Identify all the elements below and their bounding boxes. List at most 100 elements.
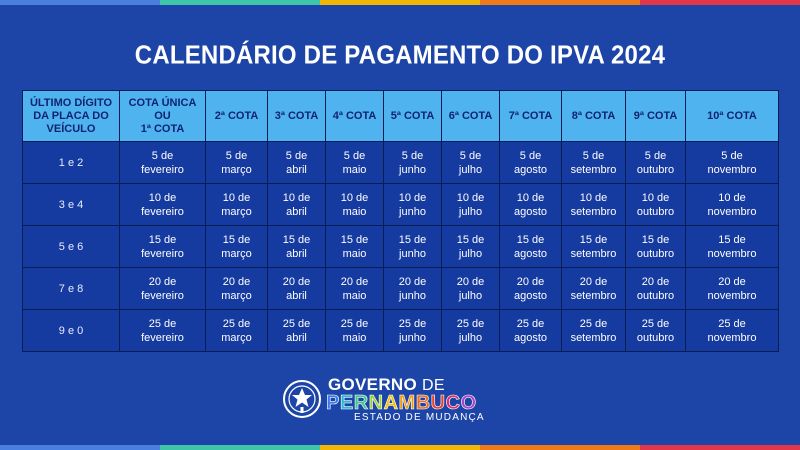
due-date-cell: 25 de outubro — [625, 309, 686, 352]
logo-letter: M — [398, 392, 416, 415]
due-date-text: abril — [286, 205, 307, 218]
table-header-row: ÚLTIMO DÍGITO DA PLACA DO VEÍCULO COTA ÚNIC… — [22, 90, 779, 142]
due-date-cell: 20 de agosto — [499, 267, 562, 310]
due-date-text: junho — [399, 289, 426, 302]
due-date-text: agosto — [513, 205, 548, 218]
header-plate-digit: ÚLTIMO DÍGITO DA PLACA DO VEÍCULO — [22, 90, 120, 142]
due-date-text: fevereiro — [141, 331, 184, 344]
due-date-cell: 20 de setembro — [561, 267, 626, 310]
due-date-text: 10 de — [340, 191, 369, 204]
header-text-line: 6ª COTA — [448, 109, 493, 122]
header-text-line: 1ª COTA — [140, 122, 185, 135]
due-date-text: 20 de — [340, 275, 369, 288]
logo-letter: A — [383, 392, 399, 415]
header-cota-4: 4ª COTA — [325, 90, 384, 142]
due-date-text: outubro — [636, 163, 675, 176]
due-date-cell: 25 de junho — [383, 309, 442, 352]
due-date-cell: 15 de outubro — [625, 225, 686, 268]
due-date-text: outubro — [636, 247, 675, 260]
due-date-cell: 15 de abril — [267, 225, 326, 268]
due-date-text: julho — [458, 289, 483, 302]
due-date-text: novembro — [707, 163, 757, 176]
due-date-text: 25 de — [340, 317, 369, 330]
governo-pernambuco-logo: GOVERNO DE PERNAMBUCO ESTADO DE MUDANÇA — [282, 375, 522, 425]
due-date-text: abril — [286, 331, 307, 344]
stripe-segment — [320, 445, 480, 450]
due-date-text: 20 de — [148, 275, 177, 288]
due-date-text: março — [221, 247, 252, 260]
header-cota-6: 6ª COTA — [441, 90, 500, 142]
due-date-cell: 20 de julho — [441, 267, 500, 310]
due-date-cell: 10 de março — [205, 183, 268, 226]
due-date-cell: 5 de setembro — [561, 141, 626, 184]
due-date-cell: 5 de julho — [441, 141, 500, 184]
due-date-cell: 10 de julho — [441, 183, 500, 226]
due-date-text: novembro — [707, 205, 757, 218]
due-date-cell: 10 de novembro — [685, 183, 779, 226]
logo-governo-text: GOVERNO DE — [328, 375, 445, 395]
stripe-segment — [480, 0, 640, 5]
due-date-text: julho — [458, 163, 483, 176]
due-date-text: 5 de — [151, 149, 174, 162]
due-date-cell: 25 de novembro — [685, 309, 779, 352]
due-date-text: 25 de — [148, 317, 177, 330]
due-date-cell: 15 de maio — [325, 225, 384, 268]
due-date-cell: 25 de março — [205, 309, 268, 352]
due-date-text: junho — [399, 247, 426, 260]
due-date-text: 10 de — [516, 191, 545, 204]
stripe-segment — [320, 0, 480, 5]
due-date-text: agosto — [513, 163, 548, 176]
due-date-text: 25 de — [516, 317, 545, 330]
top-color-stripe — [0, 0, 800, 5]
due-date-cell: 25 de maio — [325, 309, 384, 352]
due-date-cell: 5 de abril — [267, 141, 326, 184]
due-date-text: 10 de — [641, 191, 670, 204]
due-date-text: 15 de — [456, 233, 485, 246]
due-date-cell: 10 de outubro — [625, 183, 686, 226]
due-date-text: novembro — [707, 331, 757, 344]
table-row: 7 e 8 20 de fevereiro 20 de março 20 de abril 2… — [22, 267, 779, 310]
payment-calendar-table: ÚLTIMO DÍGITO DA PLACA DO VEÍCULO COTA ÚNIC… — [22, 90, 779, 352]
header-text-line: OU — [154, 109, 171, 122]
due-date-text: setembro — [570, 289, 617, 302]
due-date-cell: 15 de junho — [383, 225, 442, 268]
due-date-cell: 25 de agosto — [499, 309, 562, 352]
due-date-text: fevereiro — [141, 205, 184, 218]
due-date-cell: 20 de fevereiro — [119, 267, 206, 310]
due-date-text: 20 de — [456, 275, 485, 288]
due-date-cell: 5 de março — [205, 141, 268, 184]
due-date-text: 20 de — [718, 275, 746, 288]
header-text-line: 2ª COTA — [214, 109, 259, 122]
due-date-text: 10 de — [222, 191, 251, 204]
due-date-cell: 15 de setembro — [561, 225, 626, 268]
logo-de: DE — [422, 377, 445, 394]
header-text-line: 4ª COTA — [332, 109, 377, 122]
due-date-text: 20 de — [222, 275, 251, 288]
due-date-cell: 15 de novembro — [685, 225, 779, 268]
due-date-cell: 10 de maio — [325, 183, 384, 226]
due-date-text: junho — [399, 205, 426, 218]
header-text-line: 3ª COTA — [274, 109, 319, 122]
due-date-text: 25 de — [456, 317, 485, 330]
header-text-line: 8ª COTA — [571, 109, 616, 122]
due-date-text: 25 de — [641, 317, 670, 330]
logo-pernambuco-text: PERNAMBUCO — [326, 392, 477, 415]
plate-digits-cell: 7 e 8 — [22, 267, 120, 310]
due-date-cell: 10 de agosto — [499, 183, 562, 226]
due-date-text: outubro — [636, 289, 675, 302]
due-date-text: outubro — [636, 205, 675, 218]
stripe-segment — [640, 445, 800, 450]
due-date-text: 5 de — [401, 149, 424, 162]
due-date-text: julho — [458, 247, 483, 260]
due-date-text: 25 de — [579, 317, 608, 330]
header-text-line: DA PLACA DO — [33, 109, 109, 122]
due-date-cell: 15 de fevereiro — [119, 225, 206, 268]
logo-governo: GOVERNO — [328, 375, 418, 394]
logo-letter: B — [415, 392, 431, 415]
due-date-text: 5 de — [225, 149, 248, 162]
due-date-cell: 5 de outubro — [625, 141, 686, 184]
stripe-segment — [160, 0, 320, 5]
due-date-text: 15 de — [340, 233, 369, 246]
due-date-text: 10 de — [579, 191, 608, 204]
